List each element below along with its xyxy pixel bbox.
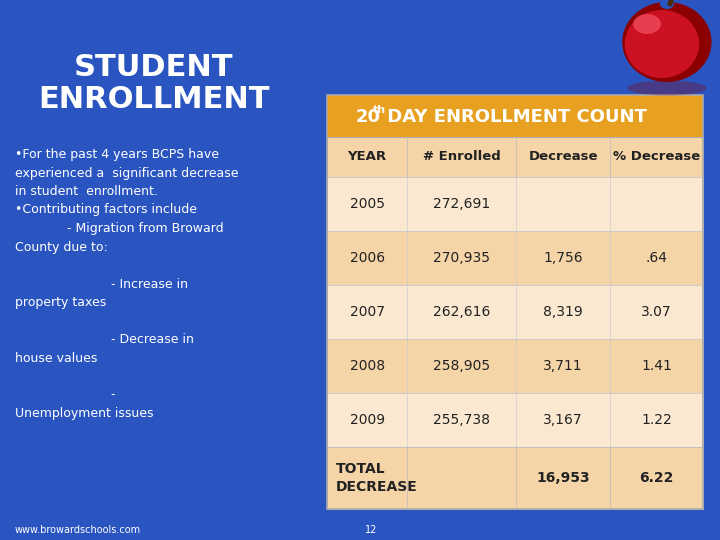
- Text: 20: 20: [355, 108, 380, 126]
- Text: 1,756: 1,756: [544, 251, 583, 265]
- Ellipse shape: [633, 14, 661, 34]
- Ellipse shape: [660, 0, 674, 9]
- Text: 3.07: 3.07: [641, 305, 672, 319]
- Ellipse shape: [627, 80, 706, 96]
- Text: 270,935: 270,935: [433, 251, 490, 265]
- Ellipse shape: [625, 10, 699, 78]
- Text: www.browardschools.com: www.browardschools.com: [15, 525, 141, 535]
- Text: 6.22: 6.22: [639, 471, 674, 485]
- Text: 12: 12: [365, 525, 377, 535]
- Text: 258,905: 258,905: [433, 359, 490, 373]
- Text: Decrease: Decrease: [528, 151, 598, 164]
- Text: .64: .64: [645, 251, 667, 265]
- Text: 2005: 2005: [350, 197, 384, 211]
- FancyBboxPatch shape: [328, 177, 703, 231]
- FancyBboxPatch shape: [328, 231, 703, 285]
- FancyBboxPatch shape: [328, 339, 703, 393]
- Text: 2007: 2007: [350, 305, 384, 319]
- FancyBboxPatch shape: [328, 393, 703, 447]
- Text: 3,167: 3,167: [544, 413, 583, 427]
- Text: 16,953: 16,953: [536, 471, 590, 485]
- Text: 8,319: 8,319: [544, 305, 583, 319]
- Text: •For the past 4 years BCPS have
experienced a  significant decrease
in student  : •For the past 4 years BCPS have experien…: [15, 148, 238, 420]
- Text: ENROLLMENT: ENROLLMENT: [38, 85, 269, 114]
- Text: 2006: 2006: [350, 251, 384, 265]
- FancyBboxPatch shape: [328, 95, 703, 137]
- Text: 262,616: 262,616: [433, 305, 490, 319]
- Text: 3,711: 3,711: [544, 359, 583, 373]
- Text: 1.41: 1.41: [641, 359, 672, 373]
- FancyBboxPatch shape: [328, 447, 703, 509]
- FancyBboxPatch shape: [328, 285, 703, 339]
- Text: 255,738: 255,738: [433, 413, 490, 427]
- Text: YEAR: YEAR: [348, 151, 387, 164]
- FancyBboxPatch shape: [328, 137, 703, 177]
- Text: 272,691: 272,691: [433, 197, 490, 211]
- Text: % Decrease: % Decrease: [613, 151, 700, 164]
- Text: th: th: [373, 105, 386, 115]
- Text: 2009: 2009: [350, 413, 384, 427]
- Text: TOTAL
DECREASE: TOTAL DECREASE: [336, 462, 417, 494]
- Text: DAY ENROLLMENT COUNT: DAY ENROLLMENT COUNT: [381, 108, 647, 126]
- Text: 1.22: 1.22: [641, 413, 672, 427]
- Text: # Enrolled: # Enrolled: [423, 151, 500, 164]
- Ellipse shape: [622, 2, 711, 82]
- Text: 2008: 2008: [350, 359, 384, 373]
- Text: STUDENT: STUDENT: [74, 53, 233, 83]
